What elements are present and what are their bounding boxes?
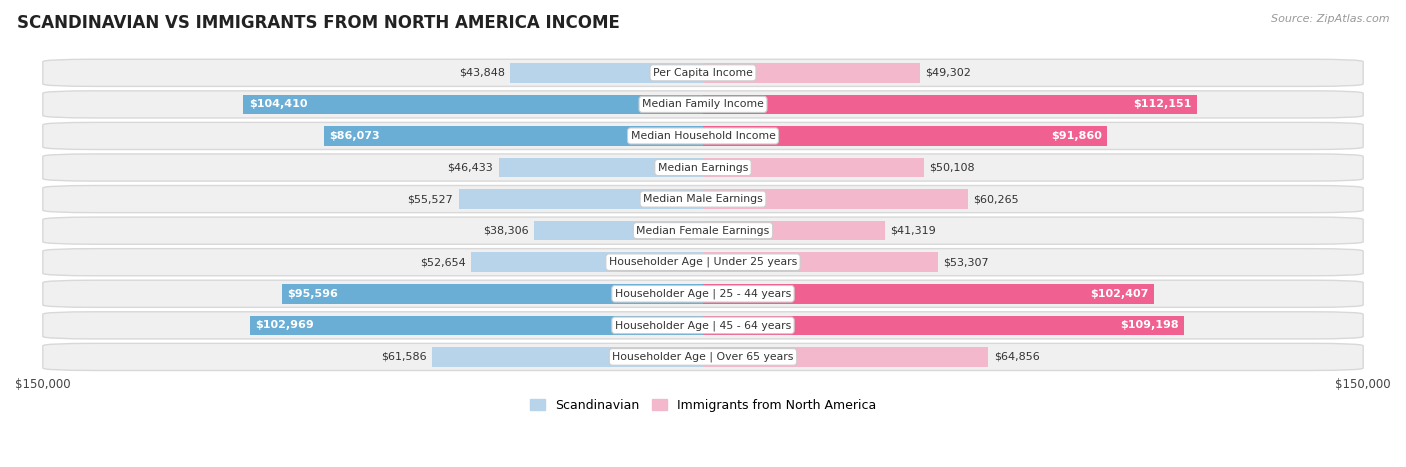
Bar [703,63,920,83]
Bar [703,158,924,177]
Text: $64,856: $64,856 [994,352,1039,362]
Bar [703,221,884,241]
Text: Median Earnings: Median Earnings [658,163,748,172]
Legend: Scandinavian, Immigrants from North America: Scandinavian, Immigrants from North Amer… [524,394,882,417]
Text: $112,151: $112,151 [1133,99,1191,109]
Text: Median Household Income: Median Household Income [630,131,776,141]
Text: $46,433: $46,433 [447,163,494,172]
FancyBboxPatch shape [42,312,1364,339]
Bar [283,284,703,304]
FancyBboxPatch shape [42,185,1364,212]
Text: $91,860: $91,860 [1052,131,1102,141]
Bar [703,126,1108,146]
Bar [510,63,703,83]
Text: $49,302: $49,302 [925,68,972,78]
Text: Householder Age | 25 - 44 years: Householder Age | 25 - 44 years [614,289,792,299]
FancyBboxPatch shape [42,91,1364,118]
Bar [325,126,703,146]
Text: Median Male Earnings: Median Male Earnings [643,194,763,204]
Text: $102,407: $102,407 [1090,289,1149,299]
Bar [499,158,703,177]
Text: $104,410: $104,410 [249,99,308,109]
Text: Source: ZipAtlas.com: Source: ZipAtlas.com [1271,14,1389,24]
Bar [534,221,703,241]
Text: Householder Age | Under 25 years: Householder Age | Under 25 years [609,257,797,268]
Bar [703,284,1154,304]
FancyBboxPatch shape [42,217,1364,244]
Text: $53,307: $53,307 [943,257,988,267]
Text: $86,073: $86,073 [329,131,380,141]
FancyBboxPatch shape [42,154,1364,181]
Bar [250,316,703,335]
Text: $38,306: $38,306 [484,226,529,236]
Text: $43,848: $43,848 [458,68,505,78]
FancyBboxPatch shape [42,343,1364,370]
Bar [703,253,938,272]
Bar [703,316,1184,335]
Bar [703,189,969,209]
FancyBboxPatch shape [42,122,1364,149]
Bar [703,347,988,367]
Text: $50,108: $50,108 [929,163,974,172]
Text: SCANDINAVIAN VS IMMIGRANTS FROM NORTH AMERICA INCOME: SCANDINAVIAN VS IMMIGRANTS FROM NORTH AM… [17,14,620,32]
Text: $102,969: $102,969 [254,320,314,330]
Bar [458,189,703,209]
FancyBboxPatch shape [42,59,1364,86]
Text: $60,265: $60,265 [973,194,1019,204]
Text: $55,527: $55,527 [408,194,453,204]
Text: Per Capita Income: Per Capita Income [652,68,754,78]
Text: Median Female Earnings: Median Female Earnings [637,226,769,236]
FancyBboxPatch shape [42,280,1364,307]
Bar [703,95,1197,114]
Text: $61,586: $61,586 [381,352,426,362]
Text: Householder Age | Over 65 years: Householder Age | Over 65 years [612,352,794,362]
Bar [432,347,703,367]
Text: Householder Age | 45 - 64 years: Householder Age | 45 - 64 years [614,320,792,331]
Text: $41,319: $41,319 [890,226,936,236]
Text: $52,654: $52,654 [420,257,465,267]
Bar [471,253,703,272]
Bar [243,95,703,114]
FancyBboxPatch shape [42,248,1364,276]
Text: Median Family Income: Median Family Income [643,99,763,109]
Text: $109,198: $109,198 [1119,320,1178,330]
Text: $95,596: $95,596 [288,289,339,299]
